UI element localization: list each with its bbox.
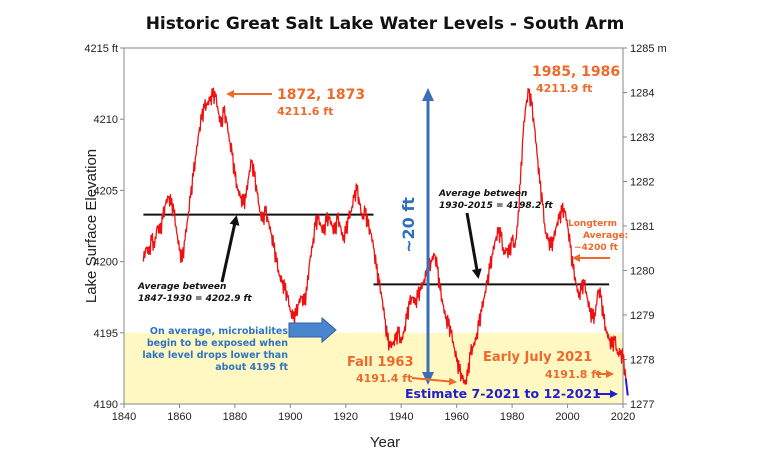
average-1-label-line2: 1847-1930 = 4202.9 ft xyxy=(138,294,252,304)
series-line-water-level xyxy=(142,87,627,385)
y2-tick-label: 1279 xyxy=(630,310,654,322)
average-2-arrow xyxy=(465,212,482,279)
low-1963-value: 4191.4 ft xyxy=(356,372,412,385)
y-tick-label: 4215 ft xyxy=(84,43,118,55)
average-2-label-line1: Average between xyxy=(438,189,527,199)
y2-tick-label: 1285 m xyxy=(630,43,667,55)
y2-tick-label: 1282 xyxy=(630,177,654,189)
x-tick-label: 1880 xyxy=(223,411,247,423)
range-label: ~20 ft xyxy=(399,197,418,253)
microbialite-note-line2: begin to be exposed when xyxy=(147,338,288,349)
y-tick-label: 4210 xyxy=(94,114,118,126)
estimate-label: Estimate 7-2021 to 12-2021 xyxy=(405,386,601,401)
y-tick-label: 4205 xyxy=(94,185,118,197)
microbialite-note-line1: On average, microbialites xyxy=(150,326,288,337)
low-2021-title: Early July 2021 xyxy=(483,350,592,365)
chart-title: Historic Great Salt Lake Water Levels - … xyxy=(146,14,625,34)
x-tick-label: 1860 xyxy=(167,411,191,423)
y-axis-title: Lake Surface Elevation xyxy=(83,149,100,303)
x-tick-label: 1840 xyxy=(112,411,136,423)
microbialite-note-line3: lake level drops lower than xyxy=(142,350,288,361)
y-tick-label: 4200 xyxy=(94,257,118,269)
peak-1872-title: 1872, 1873 xyxy=(277,87,365,103)
y2-tick-label: 1277 xyxy=(630,399,654,411)
y-tick-label: 4195 xyxy=(94,328,118,340)
x-tick-label: 1920 xyxy=(334,411,358,423)
longterm-label-line1: Longterm xyxy=(568,219,617,229)
peak-1872-value: 4211.6 ft xyxy=(277,105,333,118)
low-1963-title: Fall 1963 xyxy=(347,355,414,370)
x-tick-label: 2020 xyxy=(611,411,635,423)
microbialite-shade-band xyxy=(124,332,623,404)
y2-tick-label: 1280 xyxy=(630,266,654,278)
y2-tick-label: 1283 xyxy=(630,132,654,144)
range-arrow-head-up xyxy=(422,88,434,101)
low-1963-arrow xyxy=(411,377,457,386)
longterm-label-line3: ~4200 ft xyxy=(574,243,619,253)
microbialite-note-line4: about 4195 ft xyxy=(215,362,288,373)
estimate-tail xyxy=(624,378,629,396)
longterm-label-line2: Average: xyxy=(583,231,628,241)
peak-1985-value: 4211.9 ft xyxy=(536,82,592,95)
average-1-arrow xyxy=(220,215,240,283)
y-tick-label: 4190 xyxy=(94,399,118,411)
average-2-label-line2: 1930-2015 = 4198.2 ft xyxy=(439,201,553,211)
low-2021-value: 4191.8 ft xyxy=(545,368,601,381)
microbialite-arrow xyxy=(288,316,337,344)
x-tick-label: 1960 xyxy=(444,411,468,423)
average-1-label-line1: Average between xyxy=(137,282,226,292)
y2-tick-label: 1281 xyxy=(630,221,654,233)
y2-tick-label: 1284 xyxy=(630,88,654,100)
peak-1985-title: 1985, 1986 xyxy=(532,64,620,80)
x-axis: 1840 1860 1880 1900 1920 1940 1960 1980 2000 2020 xyxy=(112,404,635,423)
x-axis-title: Year xyxy=(370,434,400,451)
x-tick-label: 2000 xyxy=(555,411,579,423)
x-tick-label: 1980 xyxy=(500,411,524,423)
x-tick-label: 1900 xyxy=(278,411,302,423)
y2-tick-label: 1278 xyxy=(630,355,654,367)
y-axis-left: 4190 4195 4200 4205 4210 4215 ft xyxy=(84,43,124,411)
y-axis-right: 1277 1278 1279 1280 1281 1282 1283 1284 1285 m xyxy=(623,43,667,411)
x-tick-label: 1940 xyxy=(389,411,413,423)
